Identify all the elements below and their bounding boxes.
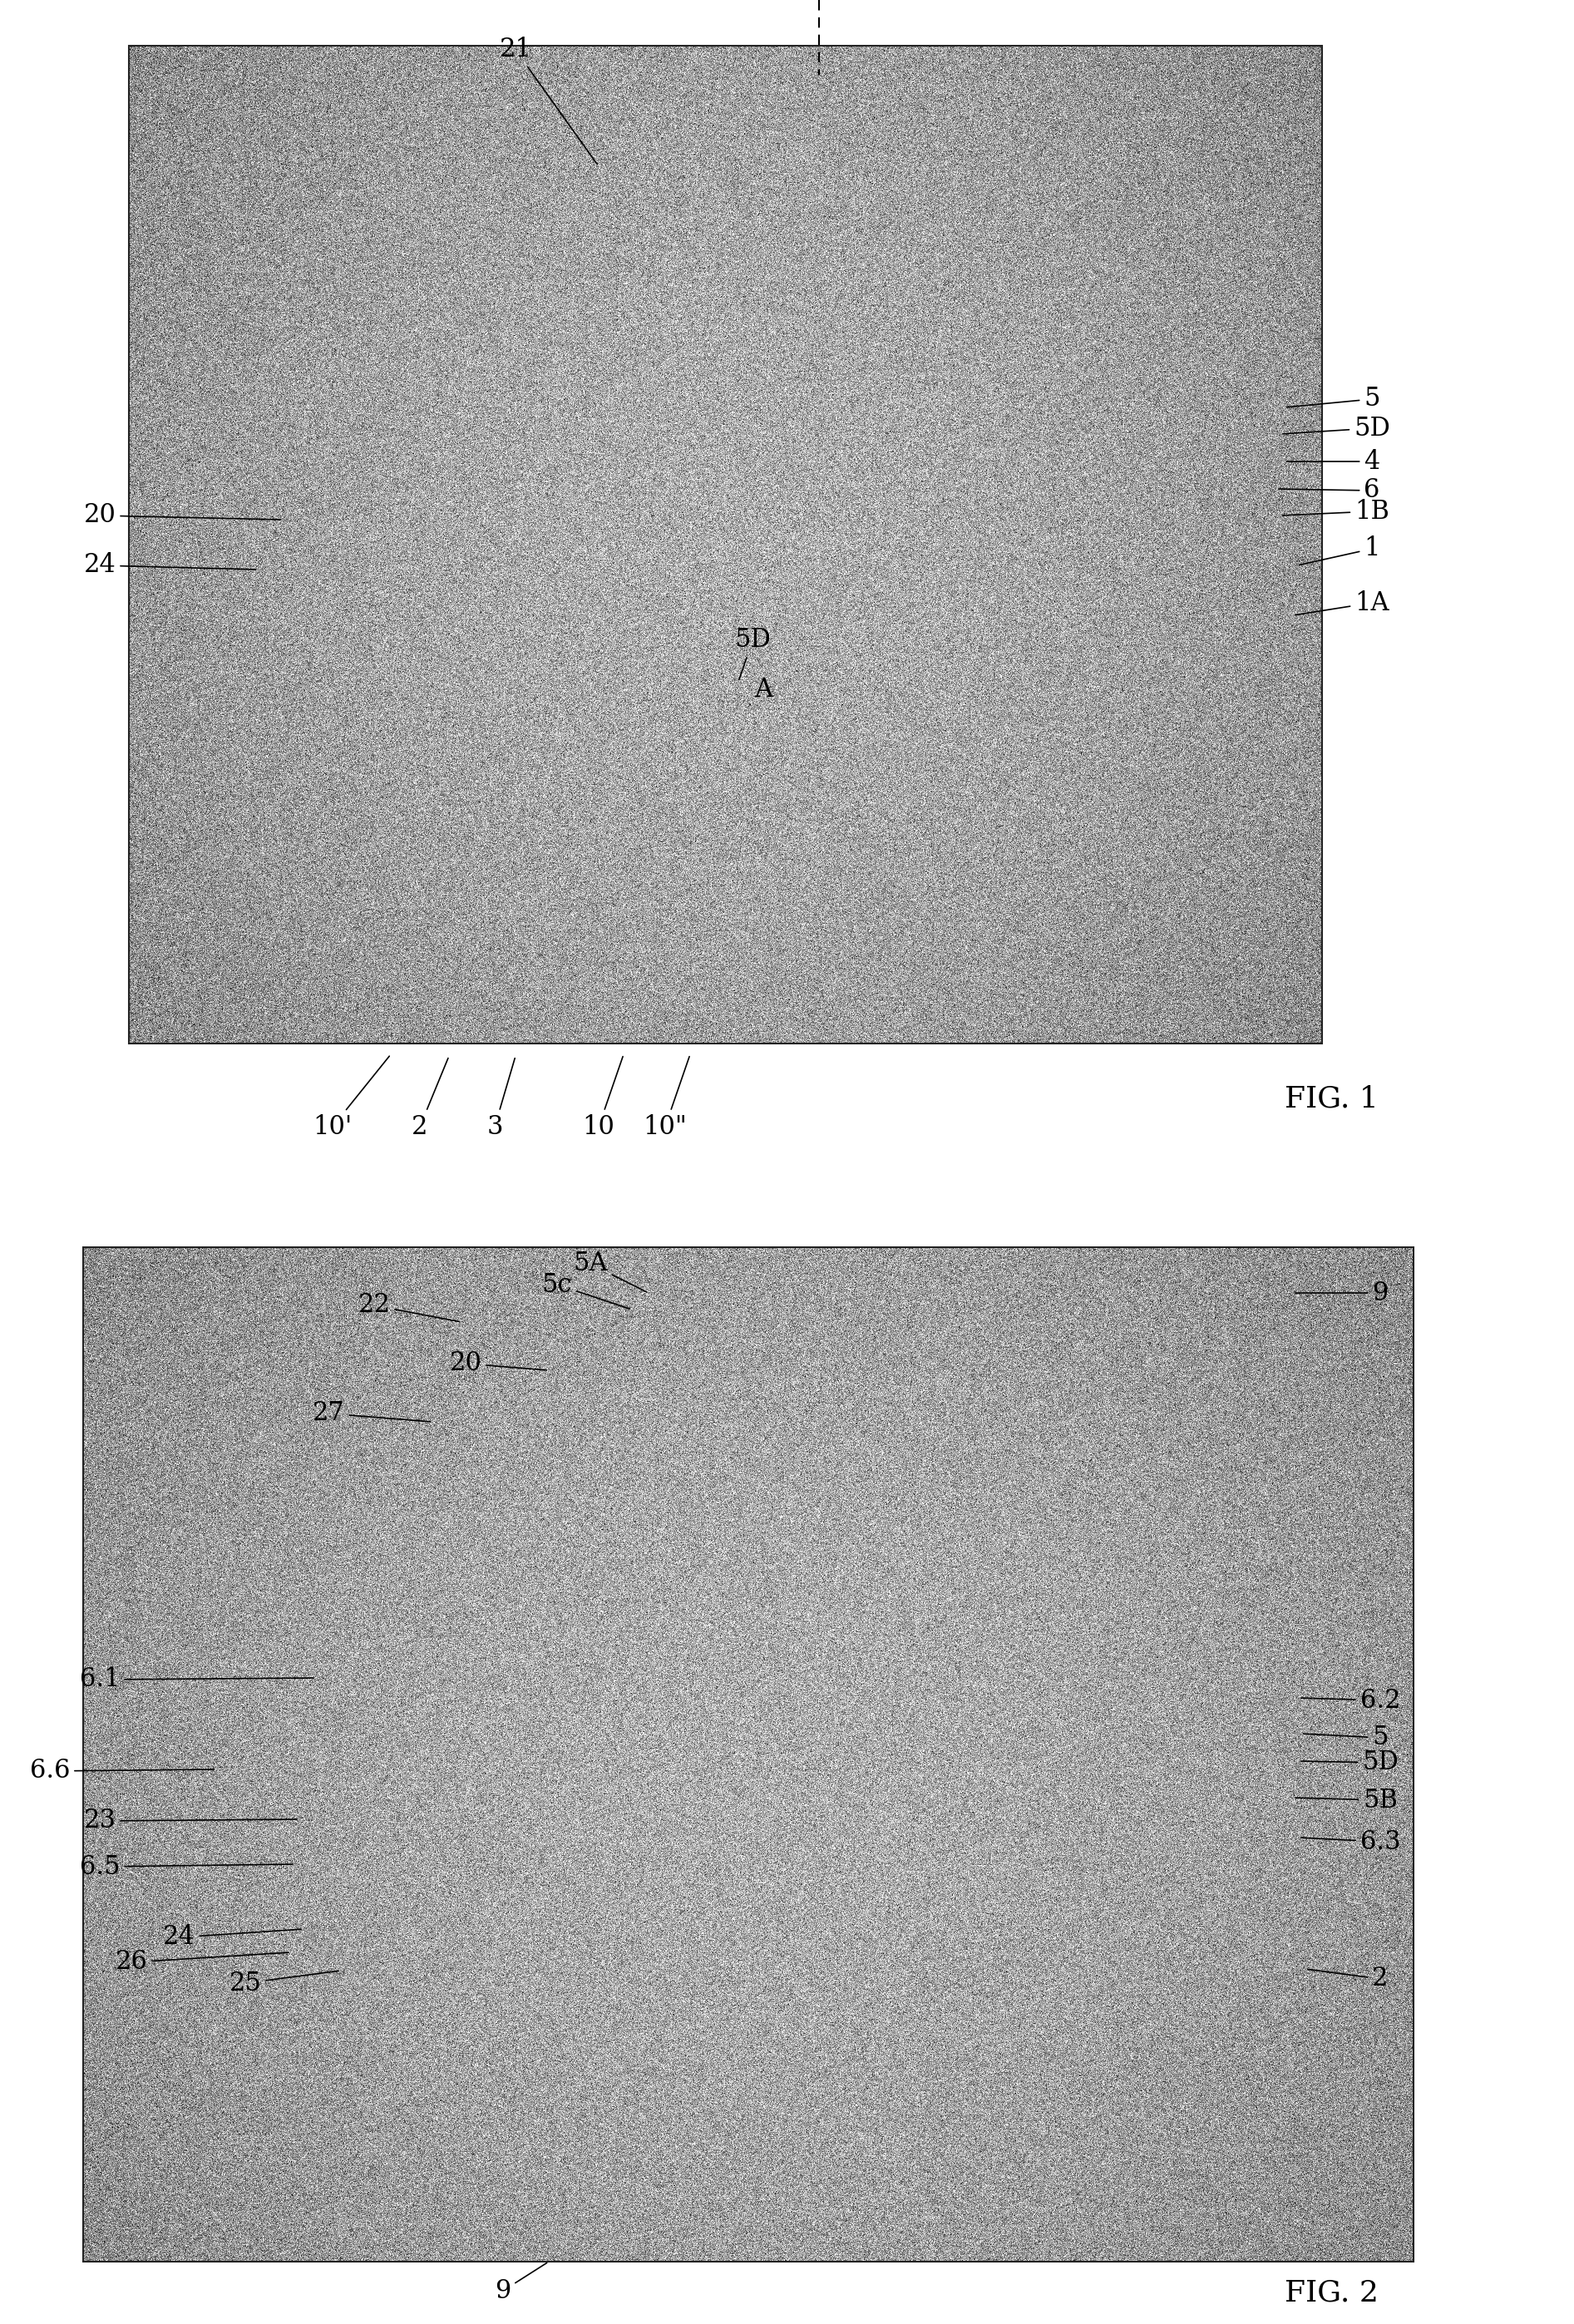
Bar: [129, 46, 1322, 1043]
Text: 3: 3: [486, 1057, 515, 1139]
Text: 24: 24: [162, 1924, 301, 1950]
Text: 10: 10: [582, 1057, 623, 1139]
Text: 6.3: 6.3: [1302, 1829, 1401, 1855]
Text: 5: 5: [1288, 386, 1380, 411]
Text: 2: 2: [1308, 1966, 1388, 1992]
Text: 4: 4: [1288, 449, 1380, 474]
Text: 6.1: 6.1: [80, 1666, 313, 1692]
Text: FIG. 1: FIG. 1: [1284, 1085, 1379, 1113]
Text: 5c: 5c: [541, 1271, 630, 1308]
Text: 6.5: 6.5: [80, 1855, 293, 1880]
Text: 6.6: 6.6: [30, 1759, 214, 1785]
Text: A: A: [749, 676, 773, 704]
Text: 22: 22: [357, 1292, 460, 1322]
Text: 20: 20: [83, 502, 280, 528]
Text: 5D: 5D: [1302, 1750, 1399, 1776]
Text: 6: 6: [1278, 479, 1380, 504]
Text: 5D: 5D: [1283, 416, 1390, 442]
Text: 5B: 5B: [1295, 1787, 1398, 1813]
Text: 10": 10": [644, 1057, 689, 1139]
Text: 26: 26: [115, 1950, 288, 1975]
Text: 5D: 5D: [733, 627, 771, 679]
Text: 5: 5: [1303, 1724, 1388, 1750]
Text: FIG. 2: FIG. 2: [1284, 2278, 1379, 2305]
Text: 23: 23: [83, 1808, 297, 1834]
Text: 27: 27: [312, 1401, 430, 1427]
Text: 1A: 1A: [1295, 590, 1390, 616]
Text: 1: 1: [1300, 537, 1380, 565]
Text: 1B: 1B: [1283, 497, 1390, 525]
Text: 20: 20: [450, 1350, 546, 1376]
Text: 25: 25: [230, 1971, 338, 1996]
Text: 21: 21: [499, 37, 597, 165]
Bar: [83, 1248, 1413, 2261]
Text: 6.2: 6.2: [1302, 1687, 1401, 1713]
Text: 9: 9: [496, 2264, 546, 2303]
Text: 10': 10': [313, 1055, 389, 1139]
Text: 5A: 5A: [573, 1250, 647, 1292]
Text: 9: 9: [1295, 1281, 1388, 1306]
Text: 24: 24: [83, 553, 255, 579]
Text: 2: 2: [412, 1057, 449, 1139]
